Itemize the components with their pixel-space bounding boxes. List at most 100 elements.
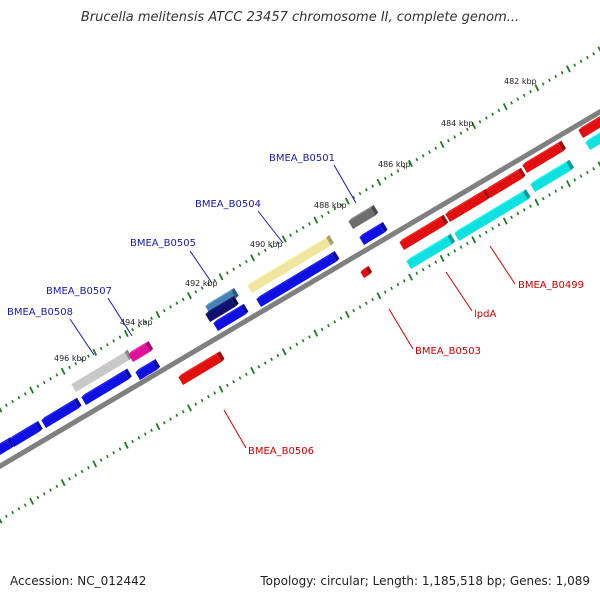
inner-tick (36, 495, 40, 500)
reverse-gene-9[interactable] (585, 129, 600, 150)
gene-label-lpda[interactable]: lpdA (474, 309, 496, 320)
outer-tick (333, 207, 337, 211)
forward-gene-11-top (247, 234, 330, 286)
reverse-gene-3-end (517, 167, 526, 179)
outer-tick (344, 197, 350, 205)
gene-label-bmea-b0499[interactable]: BMEA_B0499 (518, 280, 584, 291)
inner-tick (516, 211, 520, 216)
leader-bmea-b0506 (223, 409, 247, 449)
forward-gene-1[interactable] (9, 420, 43, 447)
forward-gene-2[interactable] (41, 397, 82, 428)
inner-tick (383, 290, 387, 294)
forward-gene-4-front (135, 361, 158, 380)
outer-tick (118, 335, 122, 339)
reverse-gene-1-top (399, 214, 444, 243)
outer-tick (308, 222, 311, 226)
gene-label-bmea-b0501[interactable]: BMEA_B0501 (269, 153, 335, 164)
tick-label-492: 492 kbp (185, 279, 218, 288)
tick-label-486: 486 kbp (378, 160, 411, 169)
outer-tick (131, 327, 134, 332)
forward-gene-12[interactable] (348, 204, 379, 229)
reverse-gene-1[interactable] (399, 214, 449, 250)
inner-tick (453, 249, 457, 253)
reverse-gene-2[interactable] (445, 188, 491, 222)
forward-gene-4-end (152, 358, 161, 370)
outer-tick (320, 214, 324, 218)
outer-tick (92, 348, 98, 356)
inner-tick (29, 497, 34, 505)
reverse-gene-small-end (365, 265, 373, 275)
gene-label-bmea-b0508[interactable]: BMEA_B0508 (7, 307, 73, 318)
gene-label-bmea-b0507[interactable]: BMEA_B0507 (46, 286, 112, 297)
gene-label-bmea-b0506[interactable]: BMEA_B0506 (248, 446, 314, 457)
outer-tick (155, 310, 161, 319)
reverse-gene-9-front (585, 133, 600, 150)
outer-tick (516, 97, 520, 101)
forward-gene-9[interactable] (205, 295, 239, 322)
map-title: Brucella melitensis ATCC 23457 chromosom… (80, 10, 520, 25)
reverse-gene-6-end (447, 233, 456, 245)
reverse-gene-0-front (178, 354, 222, 385)
forward-gene-8[interactable] (205, 287, 239, 314)
inner-tick (529, 204, 532, 208)
outer-tick (554, 74, 558, 79)
reverse-gene-3-top (485, 167, 521, 191)
outer-tick (522, 93, 526, 98)
gene-label-bmea-b0505[interactable]: BMEA_B0505 (130, 238, 196, 249)
inner-tick (131, 439, 134, 444)
reverse-gene-0[interactable] (178, 351, 225, 385)
inner-tick (320, 327, 324, 332)
outer-tick (281, 235, 287, 243)
inner-tick (106, 454, 109, 459)
leader-bmea-b0505 (189, 250, 213, 284)
forward-gene-7[interactable] (213, 303, 249, 331)
gene-label-bmea-b0504[interactable]: BMEA_B0504 (195, 199, 261, 210)
reverse-gene-small[interactable] (360, 265, 373, 278)
inner-tick (80, 469, 84, 474)
forward-gene-5[interactable] (71, 349, 133, 392)
forward-gene-4[interactable] (135, 358, 161, 380)
inner-tick (408, 273, 413, 281)
forward-gene-8-top (205, 287, 235, 307)
forward-gene-13[interactable] (359, 221, 388, 245)
reverse-gene-8[interactable] (530, 159, 574, 192)
reverse-gene-small-front (360, 268, 370, 278)
reverse-gene-7[interactable] (454, 189, 531, 241)
outer-tick (238, 263, 242, 268)
reverse-gene-3[interactable] (485, 167, 526, 198)
inner-tick (143, 432, 147, 436)
outer-tick (257, 252, 261, 256)
forward-gene-11[interactable] (247, 234, 334, 293)
reverse-gene-4[interactable] (522, 140, 566, 173)
forward-gene-10[interactable] (256, 250, 340, 307)
outer-tick (106, 343, 109, 347)
inner-tick (333, 320, 337, 324)
forward-gene-5-end (124, 349, 133, 361)
forward-gene-3[interactable] (81, 368, 132, 405)
outer-tick (11, 399, 14, 404)
forward-gene-6-front (128, 343, 151, 362)
forward-gene-8-front (205, 290, 236, 314)
forward-gene-13-end (379, 221, 388, 233)
outer-tick (112, 339, 116, 343)
forward-gene-6[interactable] (128, 340, 154, 362)
outer-tick (250, 254, 256, 262)
outer-tick (327, 210, 330, 215)
reverse-gene-8-front (530, 162, 571, 192)
inner-tick (42, 492, 46, 496)
gene-label-bmea-b0503[interactable]: BMEA_B0503 (415, 346, 481, 357)
forward-gene-5-front (71, 352, 130, 392)
inner-tick (554, 189, 558, 193)
forward-gene-11-front (247, 237, 331, 293)
inner-tick (592, 167, 596, 171)
inner-tick (522, 208, 526, 212)
forward-gene-7-front (213, 306, 246, 331)
leader-bmea-b0507 (107, 297, 133, 337)
outer-tick (376, 178, 382, 186)
reverse-gene-5[interactable] (578, 112, 600, 138)
outer-tick (510, 101, 513, 105)
reverse-gene-6[interactable] (406, 233, 456, 269)
reverse-gene-small-top (360, 265, 369, 273)
forward-gene-4-top (135, 358, 156, 373)
